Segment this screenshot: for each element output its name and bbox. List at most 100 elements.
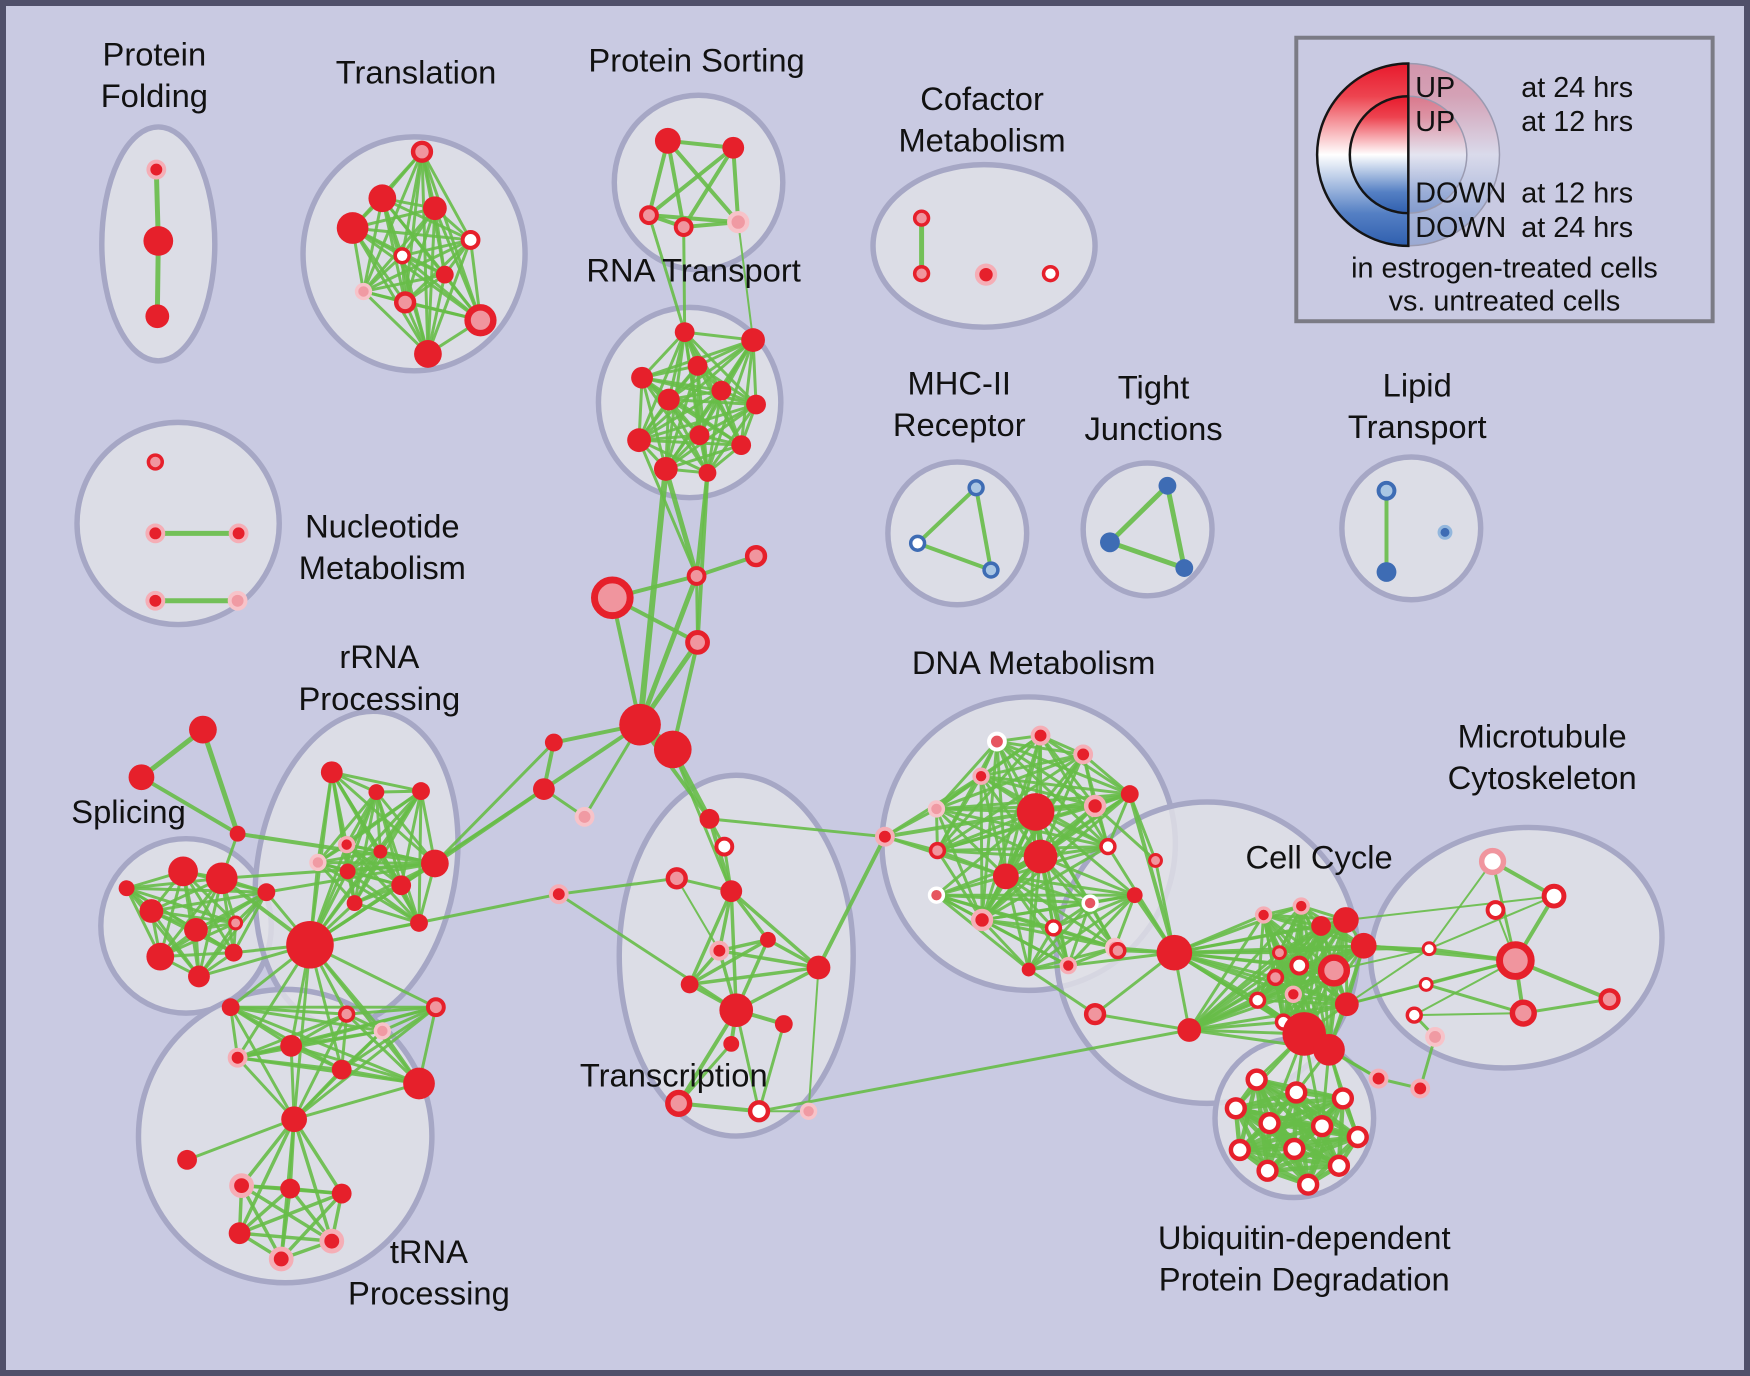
- network-node: [280, 1178, 301, 1199]
- network-node: [1030, 725, 1051, 746]
- network-node: [774, 1015, 793, 1033]
- network-node: [339, 863, 356, 880]
- network-node: [1317, 954, 1351, 987]
- network-node: [373, 844, 388, 859]
- network-node: [1248, 991, 1267, 1009]
- network-node: [280, 1034, 303, 1057]
- network-node: [184, 917, 208, 942]
- network-node: [908, 534, 927, 552]
- network-node: [460, 230, 481, 250]
- network-node: [146, 942, 175, 971]
- legend-direction-label: UP: [1415, 72, 1455, 104]
- network-node: [320, 761, 343, 784]
- network-node: [1598, 988, 1621, 1011]
- network-node: [1059, 956, 1077, 975]
- network-node: [760, 931, 776, 948]
- legend-note-line: in estrogen-treated cells: [1351, 253, 1658, 285]
- network-node: [927, 886, 946, 904]
- cluster-label-rrna-processing: rRNA Processing: [298, 638, 460, 717]
- network-node: [221, 998, 240, 1017]
- network-node: [1228, 1138, 1251, 1162]
- network-node: [391, 875, 412, 896]
- legend-direction-label: UP: [1415, 106, 1455, 138]
- network-node: [1332, 907, 1359, 933]
- network-node: [281, 1106, 307, 1133]
- network-node: [205, 862, 238, 895]
- network-node: [337, 835, 356, 854]
- legend-time-label: at 24 hrs: [1521, 212, 1633, 244]
- network-node: [1083, 794, 1107, 818]
- network-node: [168, 856, 198, 887]
- network-node: [1310, 1114, 1334, 1138]
- network-node: [1175, 559, 1194, 577]
- network-node: [145, 590, 166, 611]
- network-node: [714, 836, 735, 857]
- network-node: [1289, 955, 1310, 976]
- network-node: [1254, 906, 1273, 924]
- network-node: [699, 808, 720, 829]
- network-canvas: Protein Folding Translation Protein Sorting…: [71, 35, 1715, 1312]
- network-node: [982, 561, 1000, 579]
- legend-direction-label: DOWN: [1415, 177, 1506, 209]
- legend-box: [1294, 35, 1715, 324]
- network-node: [665, 1089, 693, 1117]
- network-node: [412, 782, 430, 801]
- cluster-lipid-transport: [1339, 454, 1484, 603]
- network-node: [674, 322, 695, 343]
- network-node: [435, 265, 454, 284]
- network-node: [1496, 941, 1535, 980]
- network-node: [146, 453, 165, 471]
- network-node: [719, 993, 754, 1028]
- network-node: [627, 428, 651, 453]
- legend-time-label: at 12 hrs: [1521, 106, 1633, 138]
- network-node: [1285, 1081, 1308, 1104]
- network-node: [1437, 524, 1453, 540]
- network-node: [229, 1173, 254, 1199]
- network-node: [1073, 744, 1094, 765]
- network-node: [309, 853, 327, 872]
- network-node: [145, 304, 170, 329]
- cluster-mhc-ii-receptor: [885, 459, 1030, 608]
- network-node: [653, 457, 678, 481]
- network-node: [188, 965, 210, 988]
- network-node: [1120, 785, 1139, 803]
- network-node: [992, 863, 1019, 890]
- network-node: [673, 217, 694, 237]
- network-node: [139, 899, 164, 923]
- network-node: [368, 184, 397, 213]
- cluster-label-transcription: Transcription: [580, 1056, 768, 1093]
- network-node: [177, 1149, 197, 1170]
- network-node: [146, 159, 167, 180]
- network-node: [336, 212, 369, 244]
- network-node: [1509, 999, 1537, 1027]
- network-node: [987, 731, 1007, 752]
- network-node: [1297, 1173, 1320, 1196]
- network-node: [1541, 883, 1567, 909]
- network-node: [1224, 1097, 1247, 1120]
- network-node: [1376, 480, 1397, 501]
- network-node: [268, 1246, 294, 1272]
- network-node: [698, 463, 717, 482]
- network-node: [368, 784, 385, 801]
- network-node: [354, 282, 373, 301]
- network-node: [227, 590, 248, 611]
- network-node: [1313, 1033, 1345, 1066]
- network-node: [1346, 1125, 1369, 1149]
- cluster-label-dna-metabolism: DNA Metabolism: [912, 644, 1156, 681]
- network-node: [189, 715, 217, 744]
- network-node: [393, 247, 411, 265]
- network-node: [1081, 894, 1099, 912]
- network-node: [967, 479, 985, 497]
- network-node: [373, 1022, 392, 1040]
- network-node: [1256, 1159, 1279, 1182]
- network-node: [227, 1047, 248, 1068]
- network-node: [680, 975, 699, 994]
- network-node: [331, 1183, 352, 1204]
- network-node: [970, 908, 994, 932]
- network-node: [927, 800, 946, 818]
- network-node: [1126, 887, 1143, 904]
- network-node: [1099, 837, 1117, 856]
- network-node: [128, 764, 155, 791]
- network-node: [1350, 932, 1377, 959]
